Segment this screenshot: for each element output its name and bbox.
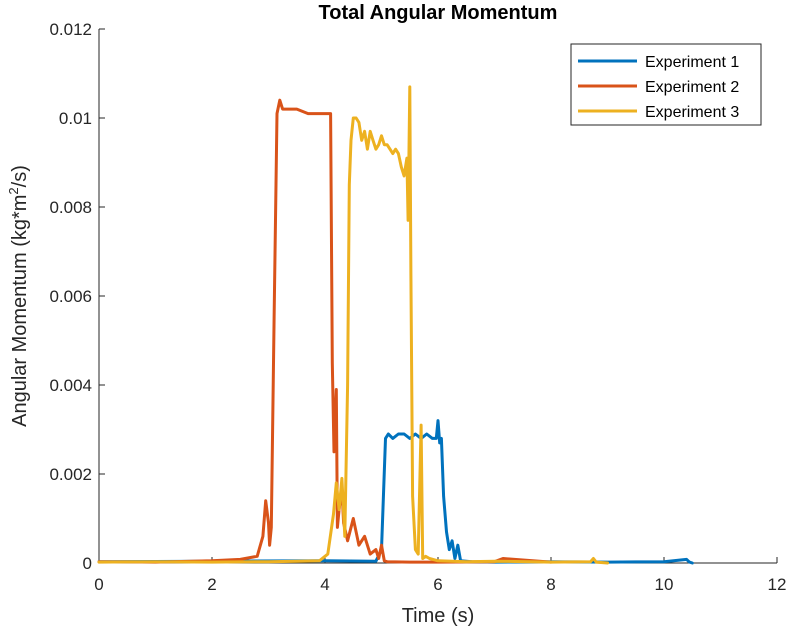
y-tick-label: 0.012 (49, 20, 92, 39)
legend-label: Experiment 1 (645, 54, 739, 71)
series-lines (97, 85, 694, 565)
x-tick-label: 4 (320, 575, 329, 594)
y-tick-label: 0.01 (59, 109, 92, 128)
x-tick-label: 10 (655, 575, 674, 594)
y-axis-label-tail: /s) (9, 165, 31, 187)
series-line-experiment-3 (97, 85, 609, 565)
legend: Experiment 1 Experiment 2 Experiment 3 (570, 43, 762, 126)
legend-label: Experiment 3 (645, 104, 739, 121)
y-tick-label: 0.006 (49, 287, 92, 306)
x-tick-label: 6 (433, 575, 442, 594)
tick-marks: 0 2 4 6 8 10 12 0 0.002 0.004 0.006 0.008 0.01 0.012 (49, 20, 786, 594)
y-axis-label-base: Angular Momentum (kg*m (9, 195, 31, 427)
y-tick-label: 0.002 (49, 465, 92, 484)
y-axis-label-superscript: 2 (6, 187, 21, 194)
legend-label: Experiment 2 (645, 79, 739, 96)
series-line-experiment-2 (97, 98, 553, 564)
y-tick-label: 0.004 (49, 376, 92, 395)
x-tick-label: 8 (546, 575, 555, 594)
x-tick-label: 12 (768, 575, 787, 594)
y-axis-label: Angular Momentum (kg*m2/s) (6, 165, 31, 427)
y-tick-label: 0 (83, 554, 92, 573)
x-tick-label: 0 (94, 575, 103, 594)
chart-title: Total Angular Momentum (319, 2, 558, 24)
y-tick-label: 0.008 (49, 198, 92, 217)
x-axis-label: Time (s) (402, 605, 475, 627)
x-tick-label: 2 (207, 575, 216, 594)
